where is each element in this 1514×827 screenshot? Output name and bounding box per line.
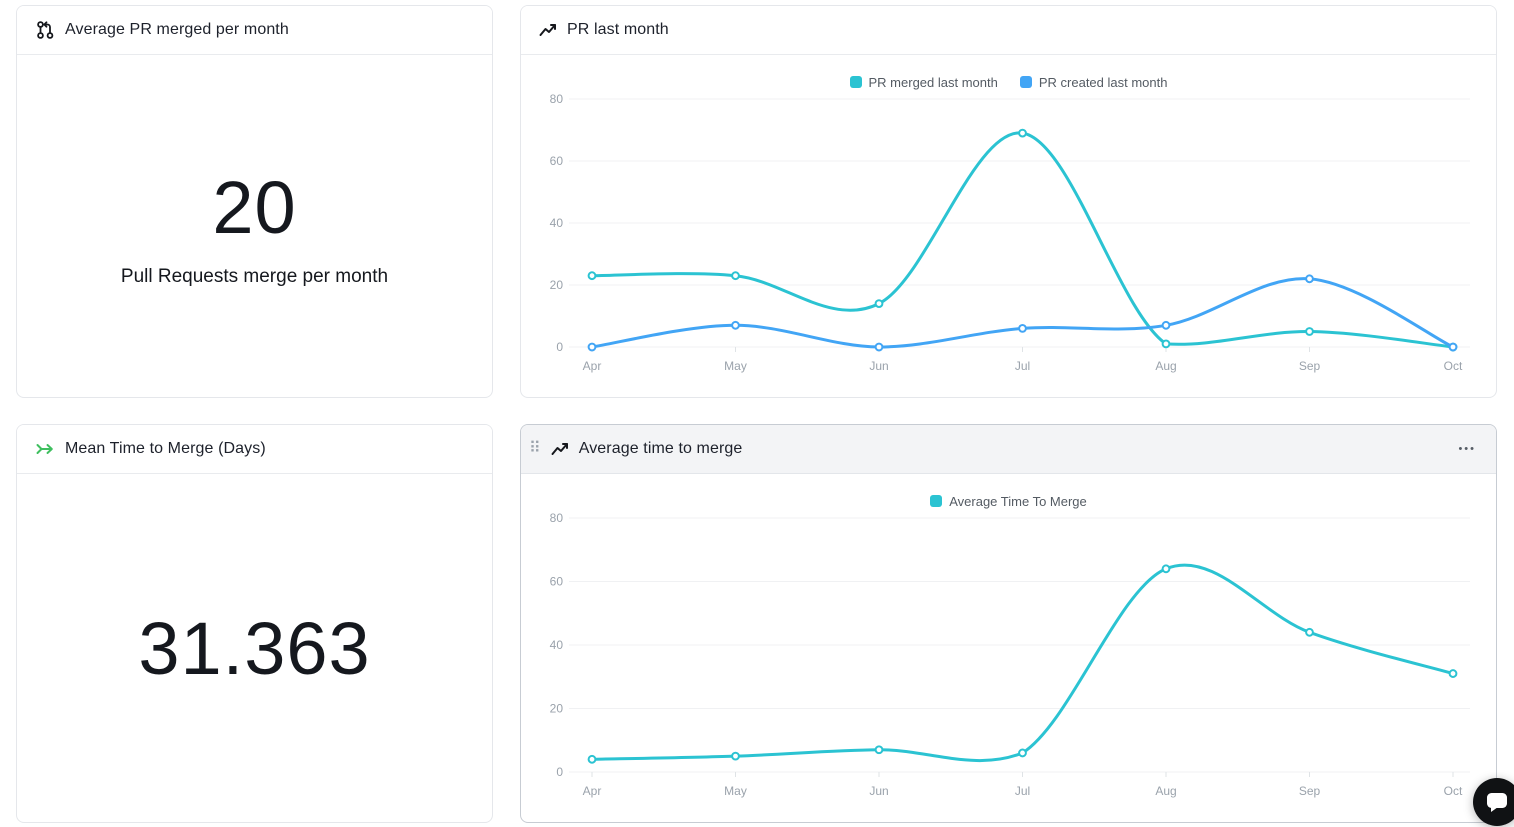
legend-label: Average Time To Merge: [949, 493, 1087, 509]
chart-plot-area[interactable]: 0 20 40 60 80 Apr May Jun Jul Aug Sep Oct: [521, 89, 1496, 397]
card-average-time-to-merge[interactable]: ⠿ Average time to merge ••• Average Time…: [520, 424, 1497, 823]
pull-request-icon: [35, 20, 55, 40]
card-title: Mean Time to Merge (Days): [65, 440, 266, 457]
card-average-pr-merged: Average PR merged per month 20 Pull Requ…: [16, 5, 493, 398]
legend-item[interactable]: Average Time To Merge: [930, 494, 1087, 509]
legend-marker: [1019, 76, 1032, 88]
svg-text:Oct: Oct: [1444, 784, 1463, 798]
svg-text:Jul: Jul: [1015, 359, 1030, 373]
stat-body: 20 Pull Requests merge per month: [17, 55, 492, 397]
chart-average-time-to-merge: Average Time To Merge 0 20 40 60 80 Apr May Jun…: [521, 474, 1496, 822]
svg-text:80: 80: [550, 92, 564, 106]
stat-value: 20: [212, 165, 297, 249]
svg-text:40: 40: [550, 216, 564, 230]
svg-text:80: 80: [550, 511, 564, 525]
chart-svg: 0 20 40 60 80 Apr May Jun Jul Aug Sep Oct: [550, 92, 1470, 373]
chart-svg: 0 20 40 60 80 Apr May Jun Jul Aug Sep Oct: [550, 511, 1470, 798]
chat-launcher-button[interactable]: [1473, 778, 1514, 826]
card-title: Average time to merge: [578, 440, 743, 457]
svg-text:Aug: Aug: [1155, 784, 1176, 798]
card-pr-last-month: PR last month PR merged last month PR cre…: [520, 5, 1497, 398]
card-title: PR last month: [567, 21, 669, 38]
svg-text:May: May: [724, 784, 747, 798]
stat-value: 31.363: [138, 606, 371, 690]
card-menu-button[interactable]: •••: [1456, 439, 1478, 459]
svg-text:Apr: Apr: [583, 359, 602, 373]
chart-legend: PR merged last month PR created last mont…: [521, 55, 1496, 90]
merge-arrow-icon: [35, 440, 55, 458]
legend-marker: [930, 495, 943, 507]
legend-label: PR merged last month: [868, 74, 998, 90]
stat-label: Pull Requests merge per month: [120, 265, 389, 287]
stat-body: 31.363: [17, 474, 492, 822]
chart-legend: Average Time To Merge: [521, 474, 1496, 509]
svg-text:20: 20: [550, 702, 564, 716]
card-title: Average PR merged per month: [65, 21, 289, 38]
drag-handle-icon[interactable]: ⠿: [529, 440, 541, 457]
svg-text:0: 0: [556, 765, 563, 779]
svg-text:Jun: Jun: [869, 359, 888, 373]
chart-plot-area[interactable]: 0 20 40 60 80 Apr May Jun Jul Aug Sep Oct: [521, 508, 1496, 822]
card-header: PR last month: [521, 6, 1496, 55]
svg-text:60: 60: [550, 154, 564, 168]
card-header: ⠿ Average time to merge •••: [521, 425, 1496, 474]
svg-text:May: May: [724, 359, 747, 373]
svg-text:Oct: Oct: [1444, 359, 1463, 373]
card-mean-time-to-merge: Mean Time to Merge (Days) 31.363: [16, 424, 493, 823]
svg-text:Jun: Jun: [869, 784, 888, 798]
card-header: Average PR merged per month: [17, 6, 492, 55]
legend-item[interactable]: PR merged last month: [849, 74, 998, 90]
svg-text:0: 0: [556, 340, 563, 354]
svg-text:Jul: Jul: [1015, 784, 1030, 798]
legend-label: PR created last month: [1038, 74, 1168, 90]
svg-text:60: 60: [550, 575, 564, 589]
legend-item[interactable]: PR created last month: [1019, 74, 1168, 90]
chat-icon: [1485, 790, 1509, 814]
chart-pr-last-month: PR merged last month PR created last mont…: [521, 55, 1496, 397]
line-chart-icon: [539, 21, 557, 39]
svg-text:Apr: Apr: [583, 784, 602, 798]
line-chart-icon: [551, 440, 569, 458]
legend-marker: [849, 76, 862, 88]
card-header: Mean Time to Merge (Days): [17, 425, 492, 474]
svg-text:Aug: Aug: [1155, 359, 1176, 373]
svg-text:Sep: Sep: [1299, 359, 1321, 373]
svg-text:20: 20: [550, 278, 564, 292]
svg-text:Sep: Sep: [1299, 784, 1321, 798]
svg-text:40: 40: [550, 638, 564, 652]
